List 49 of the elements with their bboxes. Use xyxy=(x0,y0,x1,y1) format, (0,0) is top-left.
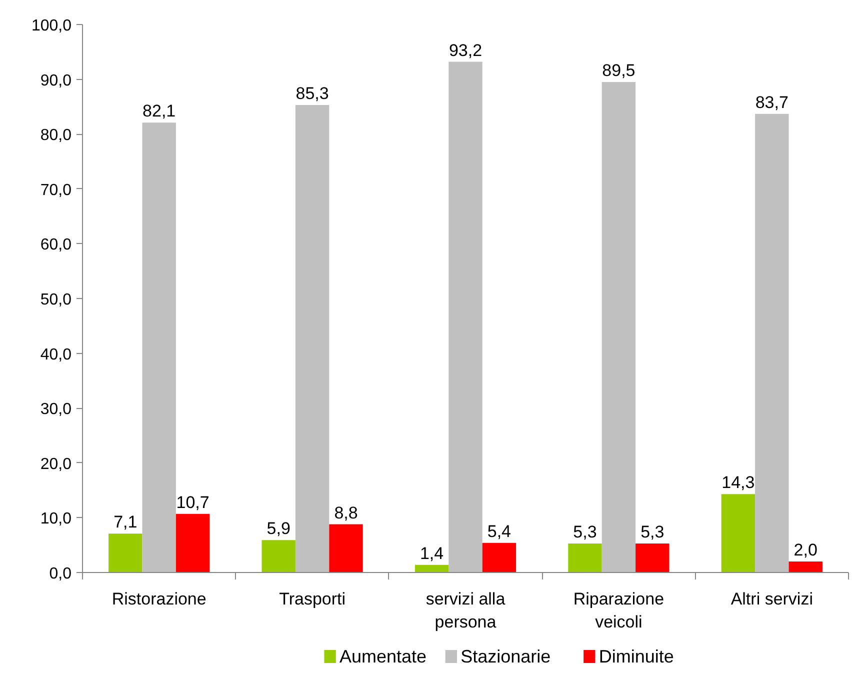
bar xyxy=(414,564,449,572)
y-tick-label: 100,0 xyxy=(31,18,72,34)
legend-label: Diminuite xyxy=(598,646,674,666)
data-label: 14,3 xyxy=(722,473,755,492)
data-label: 85,3 xyxy=(296,84,329,104)
bar xyxy=(788,562,822,572)
bar xyxy=(262,540,296,572)
y-tick-label: 0,0 xyxy=(49,566,72,582)
data-label: 83,7 xyxy=(755,92,788,112)
bar xyxy=(295,105,330,572)
y-tick-label: 80,0 xyxy=(40,127,72,144)
data-label: 10,7 xyxy=(176,492,210,512)
data-label: 8,8 xyxy=(334,503,358,522)
data-label: 2,0 xyxy=(794,540,818,560)
data-label: 93,2 xyxy=(448,40,482,60)
y-tick-label: 30,0 xyxy=(40,401,72,418)
bar xyxy=(721,494,756,572)
bar xyxy=(108,534,142,572)
data-label: 89,5 xyxy=(602,61,636,80)
data-label: 5,9 xyxy=(266,519,290,538)
legend-label: Stazionarie xyxy=(460,646,551,666)
data-label: 82,1 xyxy=(142,102,176,121)
x-tick-label: Riparazione veicoli xyxy=(573,590,664,632)
y-tick-label: 40,0 xyxy=(40,346,72,364)
data-label: 5,4 xyxy=(487,522,512,541)
x-tick-label: servizi alla persona xyxy=(426,590,506,632)
data-label: 5,3 xyxy=(573,522,597,542)
y-tick-label: 20,0 xyxy=(40,456,72,473)
legend-label: Aumentate xyxy=(339,646,427,666)
bar xyxy=(142,122,176,572)
x-tick-label: Altri servizi xyxy=(730,590,813,608)
x-tick-label: Ristorazione xyxy=(112,590,206,608)
y-tick-label: 90,0 xyxy=(40,72,72,90)
bar xyxy=(636,543,670,572)
y-tick-label: 60,0 xyxy=(40,236,72,254)
bar xyxy=(568,543,602,572)
data-label: 5,3 xyxy=(640,522,664,542)
y-tick-label: 10,0 xyxy=(40,510,72,528)
bar xyxy=(755,114,789,572)
bar xyxy=(482,542,516,572)
bar xyxy=(602,82,636,572)
bar xyxy=(448,62,482,572)
data-label: 7,1 xyxy=(114,512,138,532)
y-tick-label: 70,0 xyxy=(40,182,72,199)
bar xyxy=(176,514,210,572)
x-tick-label: Trasporti xyxy=(279,590,346,608)
data-label: 1,4 xyxy=(420,544,444,563)
y-tick-label: 50,0 xyxy=(40,292,72,308)
bar xyxy=(329,524,363,572)
